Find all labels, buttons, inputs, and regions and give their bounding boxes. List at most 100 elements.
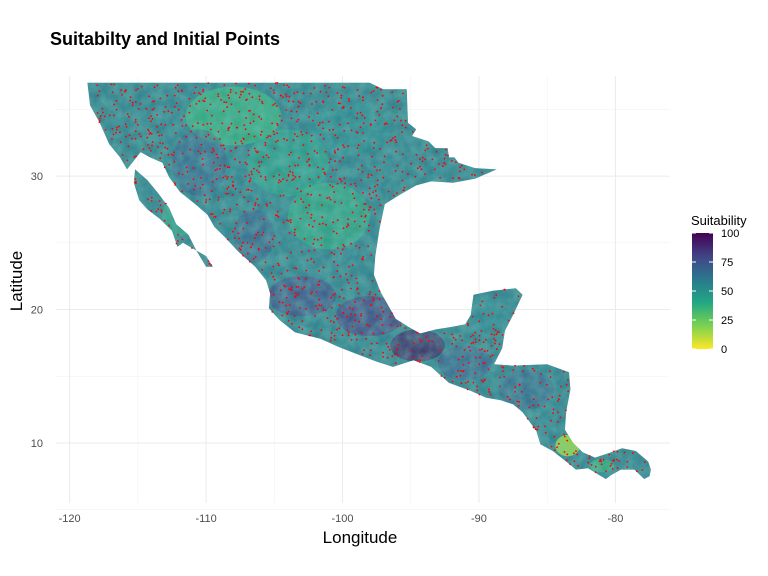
initial-point <box>318 298 320 301</box>
initial-point <box>235 126 238 129</box>
initial-point <box>399 108 401 110</box>
initial-point <box>469 349 472 352</box>
initial-point <box>272 104 275 106</box>
initial-point <box>358 320 361 323</box>
initial-point <box>159 157 162 160</box>
initial-point <box>375 315 378 317</box>
initial-point <box>156 114 159 116</box>
initial-point <box>567 390 570 393</box>
initial-point <box>370 342 373 345</box>
initial-point <box>310 330 312 333</box>
initial-point <box>404 327 407 329</box>
initial-point <box>343 130 346 132</box>
initial-point <box>177 240 179 242</box>
initial-point <box>316 308 319 310</box>
initial-point <box>277 139 279 142</box>
initial-point <box>285 109 288 111</box>
initial-point <box>246 252 249 255</box>
initial-point <box>245 117 248 119</box>
initial-point <box>258 95 261 98</box>
initial-point <box>467 380 469 383</box>
initial-point <box>600 460 603 463</box>
initial-point <box>229 88 232 91</box>
initial-point <box>221 122 224 125</box>
initial-point <box>202 123 205 126</box>
initial-point <box>374 119 377 122</box>
initial-point <box>226 106 229 108</box>
initial-point <box>190 130 193 133</box>
initial-point <box>575 450 577 452</box>
initial-point <box>183 115 185 117</box>
initial-point <box>206 109 209 112</box>
initial-point <box>518 401 521 403</box>
initial-point <box>256 169 258 172</box>
initial-point <box>193 92 196 94</box>
initial-point <box>289 219 292 221</box>
initial-point <box>233 237 236 239</box>
initial-point <box>164 146 167 149</box>
initial-point <box>151 100 154 103</box>
initial-point <box>235 222 238 225</box>
initial-point <box>424 158 426 161</box>
initial-point <box>289 221 292 224</box>
initial-point <box>372 191 374 194</box>
initial-point <box>330 251 333 254</box>
initial-point <box>173 94 176 97</box>
initial-point <box>342 227 345 230</box>
initial-point <box>307 250 310 252</box>
initial-point <box>205 199 208 201</box>
initial-point <box>342 248 344 251</box>
initial-point <box>356 147 359 150</box>
initial-point <box>145 107 148 110</box>
initial-point <box>289 170 291 173</box>
initial-point <box>285 296 288 299</box>
initial-point <box>455 375 458 378</box>
initial-point <box>611 468 614 470</box>
initial-point <box>276 124 279 127</box>
initial-point <box>467 361 470 364</box>
initial-point <box>368 187 371 190</box>
initial-point <box>392 137 394 140</box>
initial-point <box>460 164 463 167</box>
initial-point <box>294 200 296 203</box>
initial-point <box>215 178 218 181</box>
legend-tick-label: 25 <box>721 315 733 327</box>
initial-point <box>457 176 460 179</box>
initial-point <box>334 292 337 295</box>
initial-point <box>342 243 345 246</box>
initial-point <box>230 150 232 152</box>
initial-point <box>229 210 232 213</box>
initial-point <box>332 294 335 296</box>
initial-point <box>348 98 350 100</box>
initial-point <box>623 451 626 454</box>
initial-point <box>386 141 388 144</box>
initial-point <box>134 118 137 121</box>
initial-point <box>396 192 398 195</box>
initial-point <box>262 156 265 159</box>
initial-point <box>305 132 308 134</box>
initial-point <box>197 122 199 125</box>
initial-point <box>309 334 312 337</box>
initial-point <box>316 152 319 154</box>
initial-point <box>108 114 111 117</box>
initial-point <box>204 97 207 100</box>
initial-point <box>98 117 101 120</box>
initial-point <box>227 94 230 97</box>
initial-point <box>112 133 115 136</box>
initial-point <box>223 84 226 86</box>
initial-point <box>205 201 207 204</box>
initial-point <box>298 175 301 178</box>
initial-point <box>257 247 260 250</box>
initial-point <box>535 417 538 419</box>
initial-point <box>466 388 469 391</box>
initial-point <box>310 193 313 196</box>
initial-point <box>173 160 176 163</box>
initial-point <box>180 119 183 121</box>
initial-point <box>385 342 388 345</box>
initial-point <box>372 296 374 299</box>
initial-point <box>357 168 360 171</box>
initial-point <box>472 381 475 384</box>
initial-point <box>331 169 334 171</box>
initial-point <box>498 385 501 388</box>
